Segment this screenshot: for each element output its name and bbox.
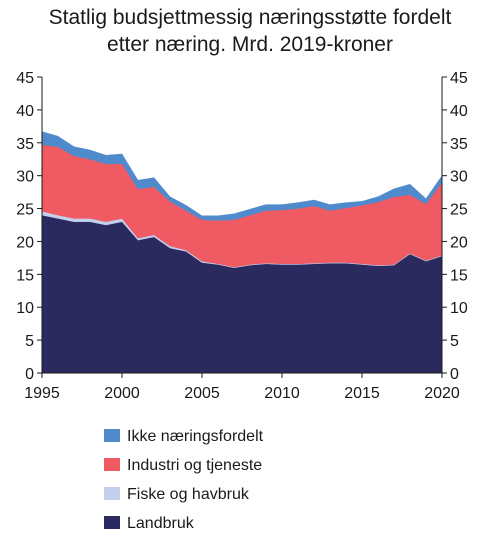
legend-swatch-landbruk [104,516,120,529]
y-tick-label-right: 30 [450,169,468,186]
y-tick-label-left: 35 [16,136,34,153]
x-tick-label: 2015 [344,385,380,402]
x-tick-label: 1995 [24,385,60,402]
y-tick-label-right: 20 [450,234,468,251]
x-tick-label: 2020 [424,385,460,402]
y-tick-label-left: 30 [16,169,34,186]
chart-title-line-1: Statlig budsjettmessig næringsstøtte for… [48,6,452,29]
legend-label-landbruk: Landbruk [127,515,195,532]
y-tick-label-left: 15 [16,267,34,284]
legend-swatch-industri-og-tjeneste [104,458,120,471]
y-tick-label-right: 40 [450,103,468,120]
legend-swatch-ikke-naeringsfordelt [104,429,120,442]
legend-label-industri-og-tjeneste: Industri og tjeneste [127,457,262,474]
y-tick-label-left: 40 [16,103,34,120]
x-tick-label: 2005 [184,385,220,402]
y-tick-label-left: 5 [25,333,34,350]
x-tick-label: 2000 [104,385,140,402]
y-tick-label-right: 45 [450,70,468,87]
legend-label-ikke-naeringsfordelt: Ikke næringsfordelt [127,428,264,445]
legend-label-fiske-og-havbruk: Fiske og havbruk [127,486,250,503]
chart-title-line-2: etter næring. Mrd. 2019-kroner [107,33,393,56]
y-tick-label-right: 35 [450,136,468,153]
y-tick-label-left: 25 [16,202,34,219]
legend: Ikke næringsfordelt Industri og tjeneste F… [104,428,264,532]
y-tick-label-left: 10 [16,300,34,317]
y-tick-label-left: 45 [16,70,34,87]
y-tick-label-left: 20 [16,234,34,251]
y-tick-label-right: 25 [450,202,468,219]
y-tick-label-right: 5 [450,333,459,350]
y-tick-label-right: 0 [450,366,459,383]
legend-swatch-fiske-og-havbruk [104,487,120,500]
area-layers [41,131,443,374]
y-tick-label-right: 10 [450,300,468,317]
x-tick-label: 2010 [264,385,300,402]
chart-title: Statlig budsjettmessig næringsstøtte for… [0,4,500,58]
y-tick-label-left: 0 [25,366,34,383]
y-tick-label-right: 15 [450,267,468,284]
